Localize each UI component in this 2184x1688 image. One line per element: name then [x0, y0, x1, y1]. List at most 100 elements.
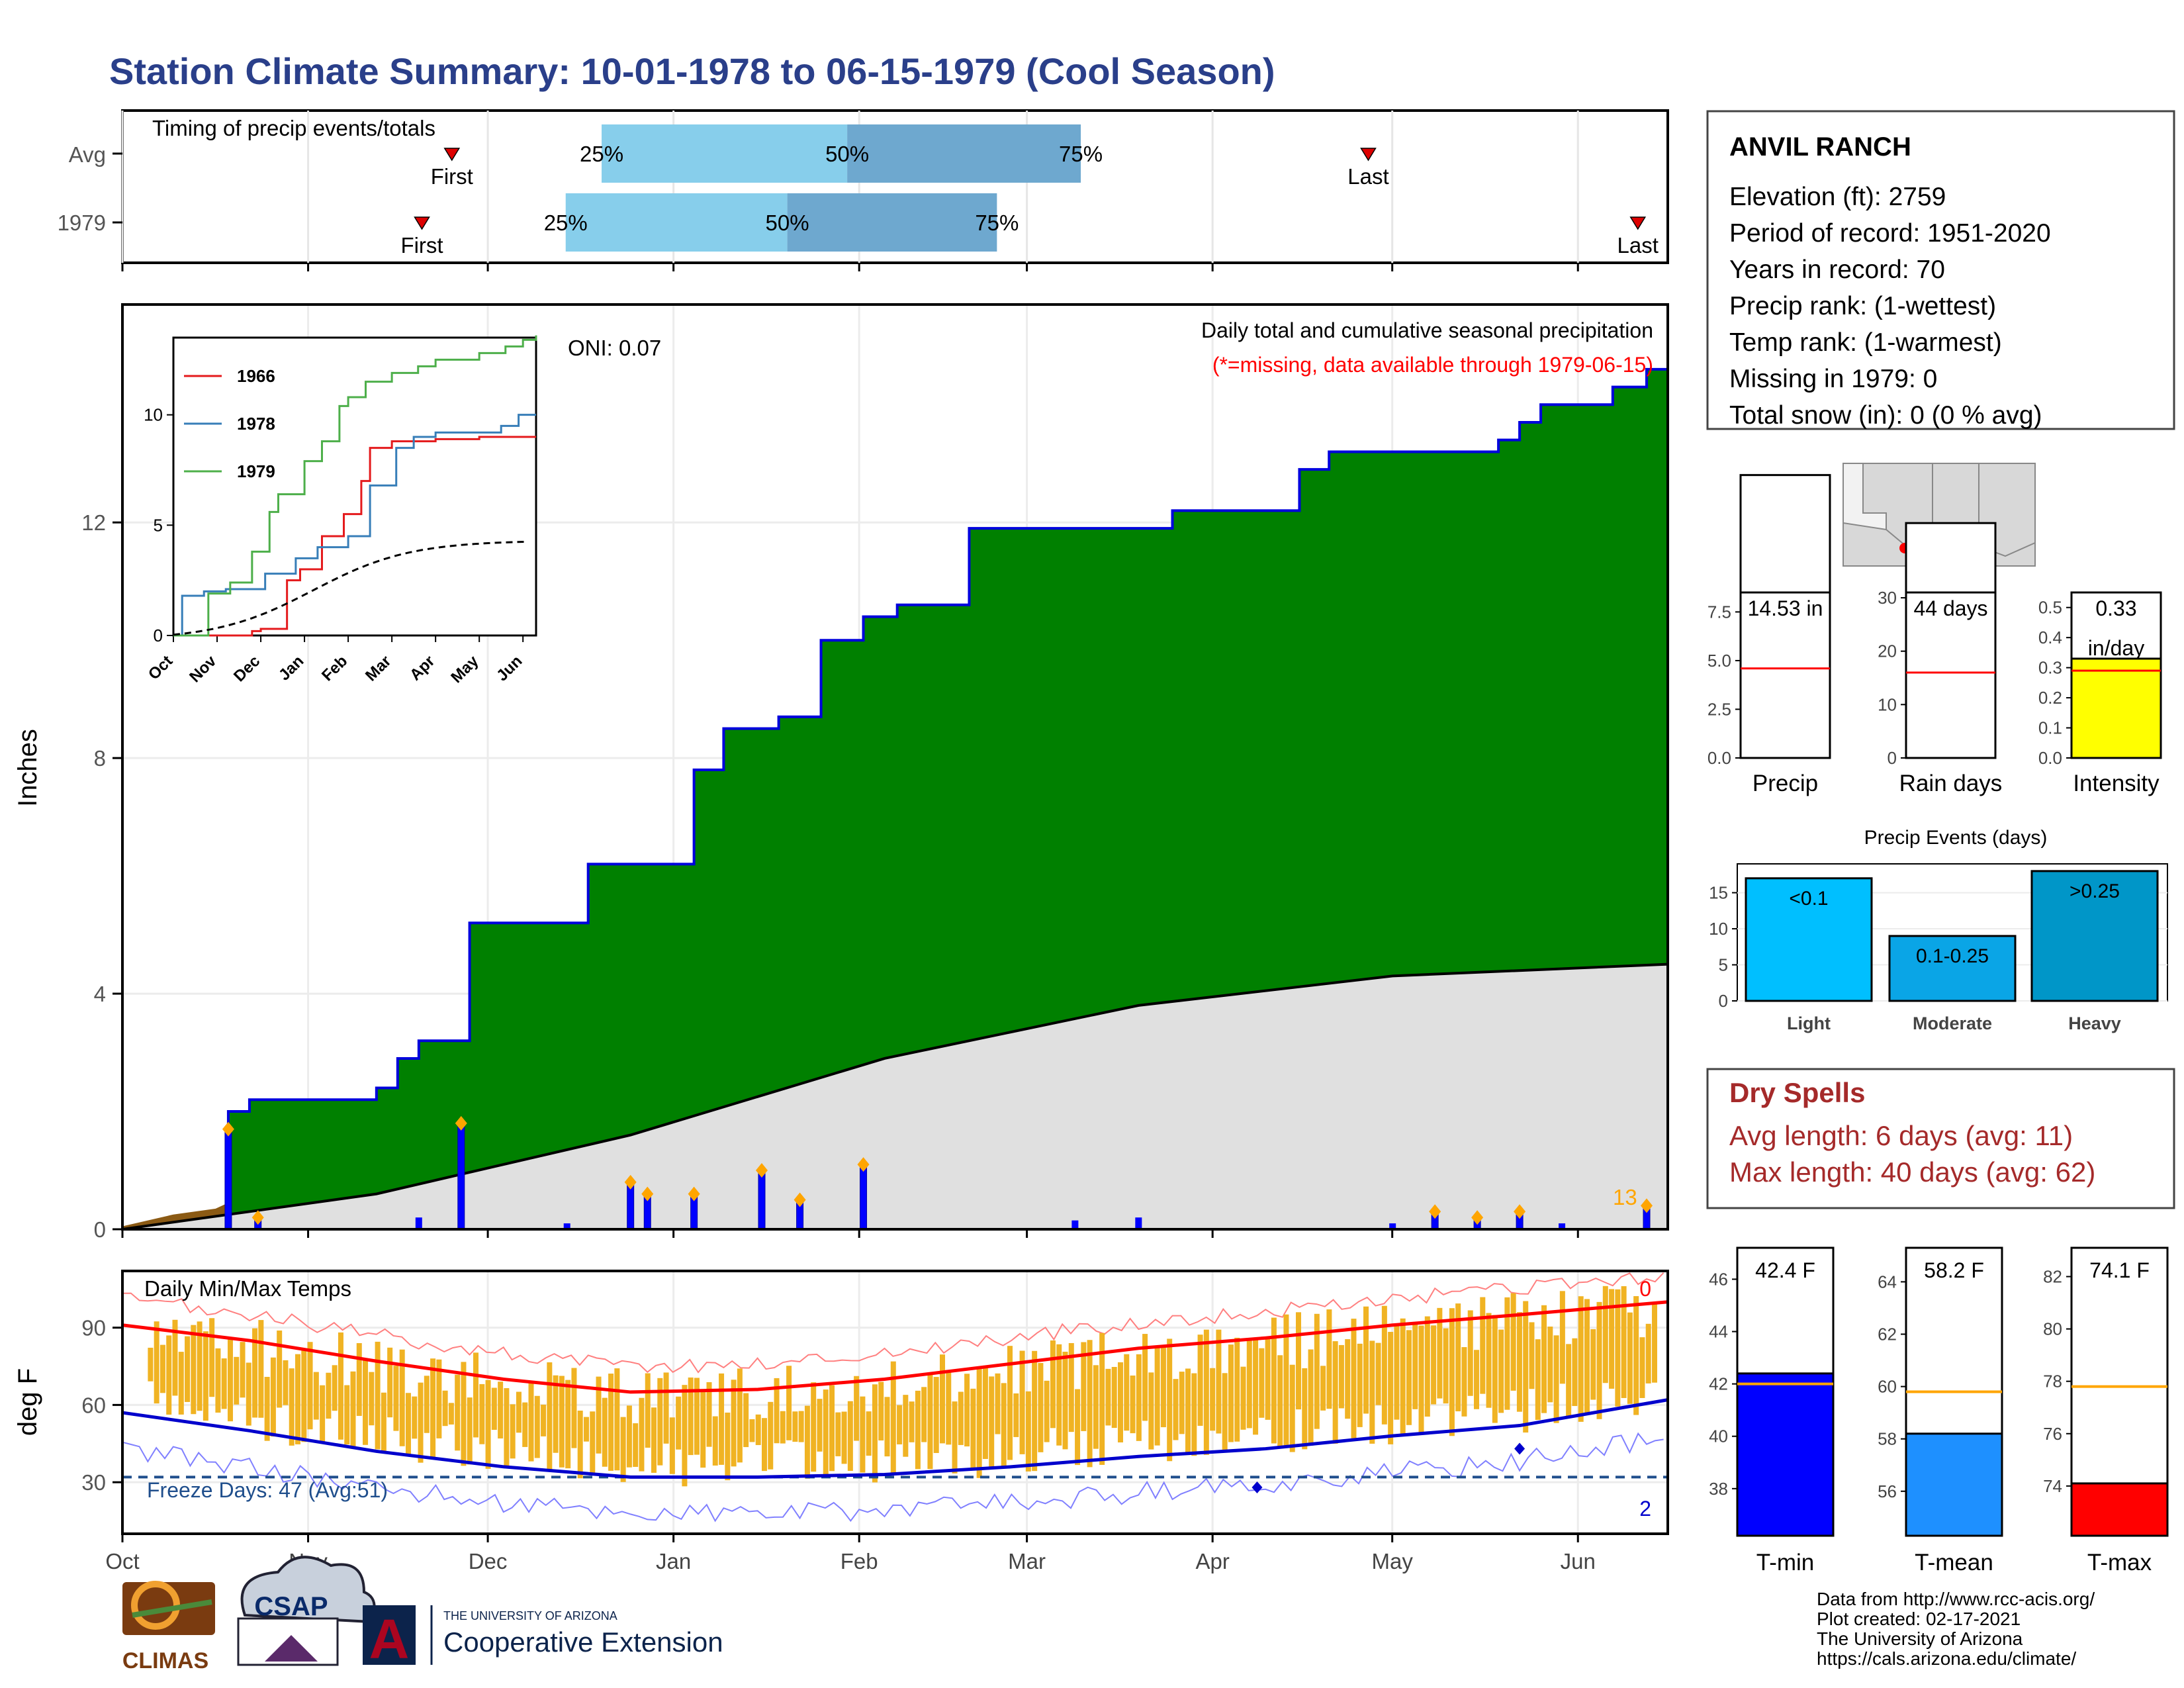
daily-temp-bar — [1639, 1337, 1645, 1398]
daily-temp-bar — [307, 1342, 313, 1430]
inset-y-tick-label: 0 — [154, 626, 163, 645]
daily-temp-bar — [927, 1372, 933, 1470]
daily-temp-bar — [847, 1401, 853, 1472]
daily-precip-bar — [860, 1164, 868, 1230]
daily-temp-bar — [571, 1368, 577, 1448]
ua-big-text: Cooperative Extension — [443, 1626, 723, 1658]
daily-temp-bar — [1075, 1389, 1081, 1466]
inset-x-tick-label: Mar — [362, 652, 394, 684]
daily-temp-bar — [547, 1362, 553, 1470]
credit-line-2: Plot created: 02-17-2021 — [1817, 1609, 2021, 1629]
timing-bar-q2 — [787, 193, 997, 252]
daily-precip-marker — [624, 1174, 637, 1190]
mini-y-tick-label: 0.3 — [2038, 658, 2062, 678]
daily-temp-bar — [1197, 1335, 1203, 1426]
temp-bar-y-tick-label: 58 — [1878, 1429, 1897, 1449]
temp-panel-frame — [2070, 1246, 2169, 1537]
inset-x-tick-label: Jan — [275, 652, 307, 684]
daily-temp-bar — [485, 1380, 491, 1469]
daily-temp-bar — [1596, 1301, 1602, 1419]
temp-y-tick-label: 90 — [81, 1316, 106, 1340]
daily-temp-bar — [1406, 1330, 1412, 1425]
daily-temp-bar — [743, 1393, 749, 1448]
temp-panel-frame — [1736, 1246, 1835, 1537]
timing-bar-q1 — [602, 124, 848, 183]
temp-bar-label: T-max — [2087, 1550, 2152, 1575]
daily-temp-bar — [1277, 1355, 1283, 1447]
record-min-marker — [1514, 1442, 1525, 1455]
daily-temp-bar — [399, 1349, 405, 1446]
daily-temp-bar — [234, 1356, 240, 1405]
mini-y-tick-label: 7.5 — [1707, 602, 1731, 622]
daily-temp-bar — [1424, 1316, 1430, 1417]
daily-temp-bar — [221, 1358, 227, 1409]
daily-temp-bar — [565, 1380, 571, 1469]
temp-value-label: 74.1 F — [2089, 1258, 2150, 1282]
daily-temp-bar — [1553, 1335, 1559, 1423]
mini-bar-label: Rain days — [1899, 771, 2003, 796]
last-event-marker — [1629, 216, 1647, 230]
daily-precip-marker — [794, 1192, 806, 1207]
last-event-label: Last — [1617, 233, 1659, 258]
daily-temp-bar — [645, 1373, 651, 1448]
seasonal-value-bar — [2070, 657, 2162, 759]
temp-bar-y-tick-label: 62 — [1878, 1325, 1897, 1344]
mini-y-tick-label: 0.4 — [2038, 628, 2062, 647]
x-axis-month-label: Mar — [1008, 1549, 1046, 1573]
daily-temp-bar — [1326, 1309, 1332, 1409]
daily-temp-bar — [1087, 1340, 1093, 1468]
climas-logo: CLIMAS — [122, 1581, 215, 1673]
daily-temp-bar — [1449, 1308, 1455, 1436]
daily-temp-bar — [197, 1321, 203, 1411]
dry-spells-box: Dry Spells Avg length: 6 days (avg: 11) … — [1706, 1068, 2175, 1209]
event-bar-label: <0.1 — [1789, 888, 1828, 910]
daily-temp-bar — [798, 1411, 804, 1442]
daily-temp-bar — [436, 1359, 442, 1438]
daily-temp-bar — [725, 1412, 731, 1481]
inset-y-tick-label: 5 — [154, 515, 163, 535]
station-info-box: ANVIL RANCH Elevation (ft): 2759 Period o… — [1706, 110, 2175, 430]
daily-precip-bar — [1389, 1223, 1396, 1229]
daily-temp-bar — [264, 1376, 270, 1441]
daily-temp-bar — [313, 1372, 319, 1420]
mini-y-tick-label: 2.5 — [1707, 699, 1731, 719]
daily-temp-bar — [1314, 1313, 1320, 1429]
station-name: ANVIL RANCH — [1729, 132, 1911, 162]
daily-temp-bar — [1185, 1368, 1191, 1453]
station-info-line: Total snow (in): 0 (0 % avg) — [1729, 401, 2042, 430]
daily-temp-bar — [1443, 1328, 1449, 1404]
seasonal-totals-bars: 0.0 2.5 5.0 7.5 14.53 in Precip 0 10 20 30 44 days… — [1707, 474, 2162, 796]
daily-temp-bar — [590, 1411, 596, 1475]
daily-temp-bar — [706, 1382, 712, 1447]
daily-temp-bar — [1572, 1338, 1578, 1407]
mini-bar-label: Precip — [1752, 771, 1818, 796]
temp-bar-y-tick-label: 40 — [1709, 1427, 1728, 1446]
mini-y-tick-label: 0.0 — [1707, 748, 1731, 768]
daily-temp-bar — [1173, 1379, 1179, 1440]
timing-bar-q2 — [847, 124, 1081, 183]
climas-logo-text: CLIMAS — [122, 1648, 208, 1673]
daily-temp-bar — [534, 1395, 540, 1458]
daily-temp-bar — [719, 1373, 725, 1465]
mini-panel-frame — [1905, 591, 1997, 759]
csap-logo-text: CSAP — [254, 1592, 328, 1621]
cumulative-precip-line — [122, 367, 1668, 1231]
daily-temp-bar — [1351, 1319, 1357, 1438]
daily-temp-bar — [227, 1336, 233, 1422]
precip-events-chart: Precip Events (days) 0 5 10 15 <0.1 Light 0.1-0… — [1709, 827, 2168, 1033]
x-axis-month-label: Jan — [656, 1549, 691, 1573]
temp-bar-y-tick-label: 76 — [2043, 1424, 2062, 1444]
temp-bar-y-tick-label: 78 — [2043, 1372, 2062, 1391]
average-precip-area — [122, 964, 1668, 1229]
daily-temp-bar — [1381, 1305, 1387, 1425]
daily-temp-bar — [1510, 1293, 1516, 1391]
daily-temp-bar — [412, 1396, 418, 1439]
cumulative-comparison-inset: 0 5 10 Oct Nov Dec Jan Feb Mar Apr May Jun 1966 1978 1… — [144, 335, 537, 686]
daily-precip-marker — [857, 1157, 870, 1172]
daily-temp-bar — [1535, 1339, 1541, 1420]
daily-temp-bar — [405, 1393, 411, 1456]
daily-temp-bar — [1154, 1347, 1160, 1446]
daily-temp-bar — [277, 1330, 283, 1408]
daily-temp-bar — [1124, 1354, 1130, 1431]
daily-temp-bar — [823, 1389, 829, 1477]
